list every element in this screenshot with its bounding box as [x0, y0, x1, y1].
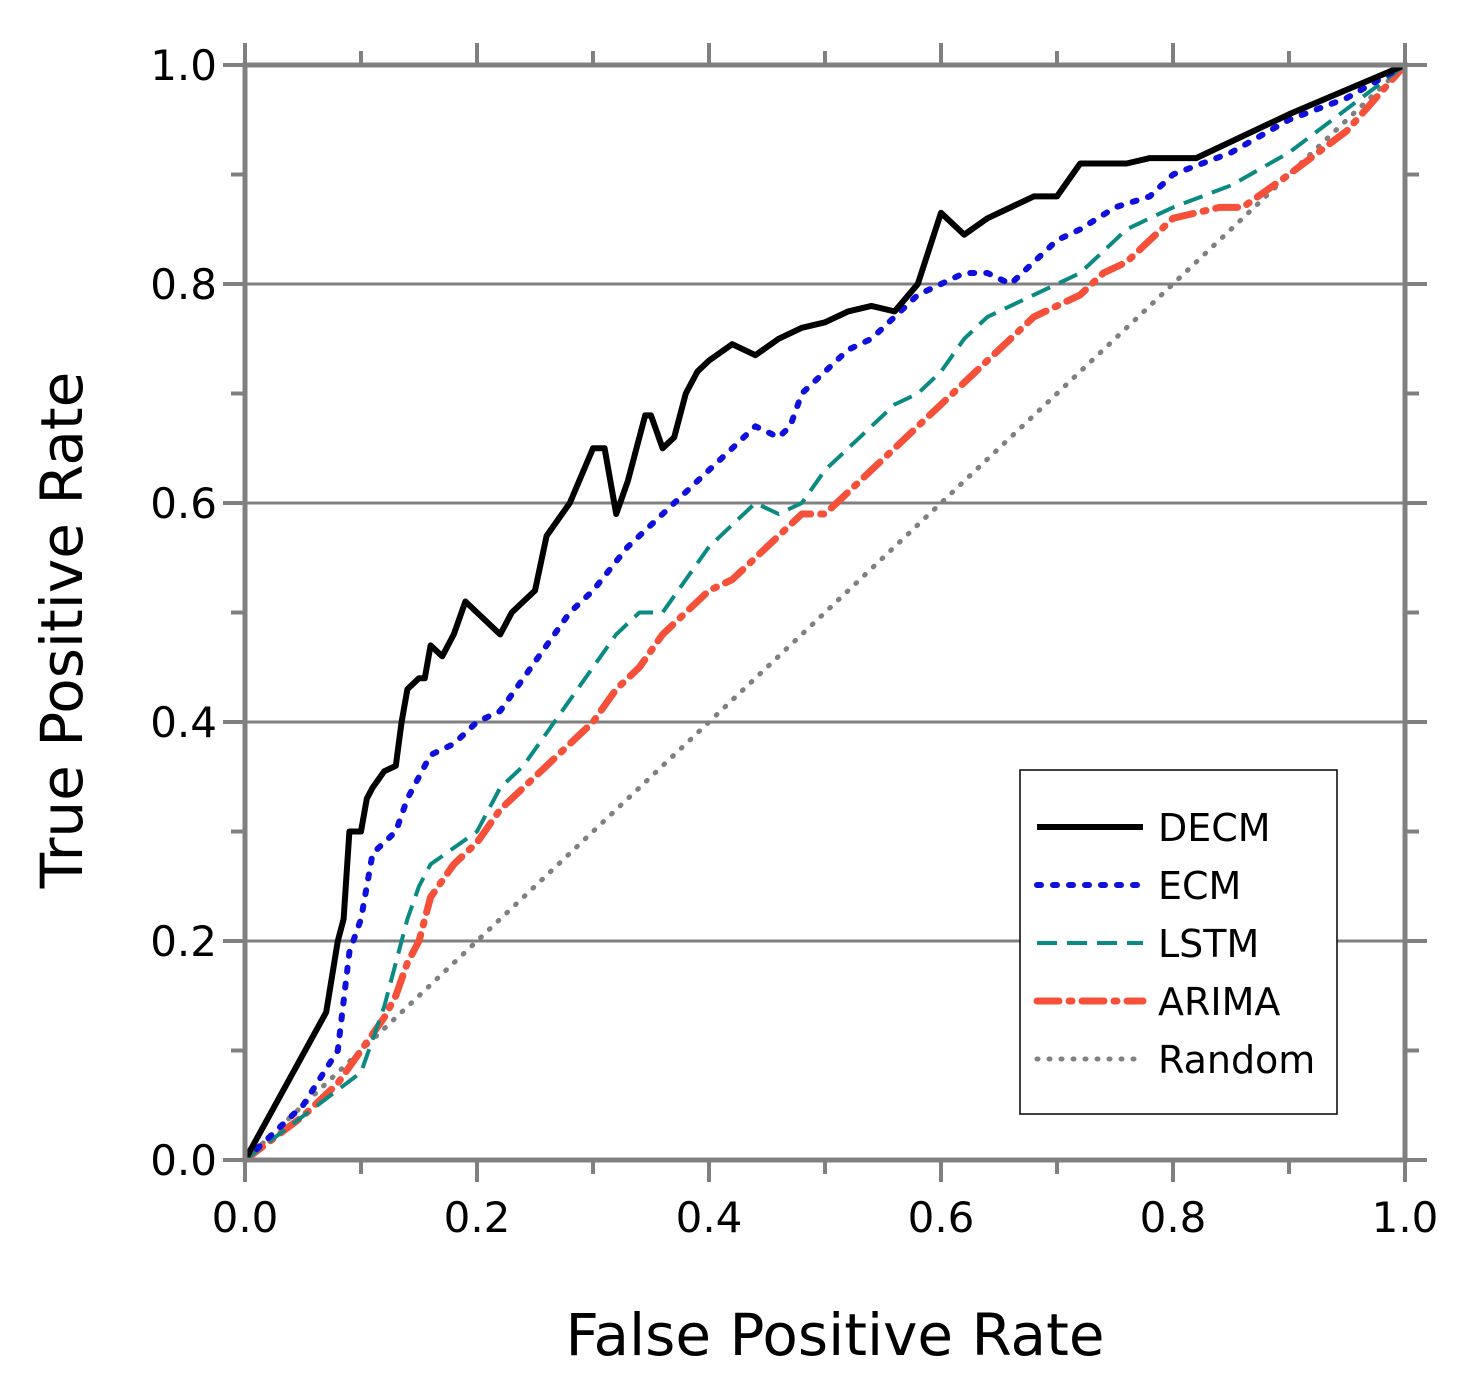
x-tick-label-0.2: 0.2: [444, 1193, 511, 1242]
legend-label-ecm: ECM: [1158, 864, 1241, 908]
legend: DECM ECM LSTM ARIMA Random: [1019, 769, 1338, 1115]
tick-labels: 0.0 0.2 0.4 0.6 0.8 1.0 0.0 0.2 0.4 0.6 0.8 1.0: [150, 41, 1438, 1242]
legend-label-arima: ARIMA: [1158, 980, 1280, 1024]
y-tick-label-1.0: 1.0: [150, 41, 217, 90]
y-tick-label-0.0: 0.0: [150, 1136, 217, 1185]
axis-ticks: [223, 43, 1427, 1182]
series-line-decm: [242, 62, 1407, 1162]
series-lines: [241, 61, 1409, 1164]
y-tick-label-0.8: 0.8: [150, 260, 217, 309]
x-axis-title: False Positive Rate: [565, 1301, 1104, 1369]
x-tick-label-0.8: 0.8: [1140, 1193, 1207, 1242]
x-tick-label-1.0: 1.0: [1372, 1193, 1439, 1242]
x-tick-label-0.6: 0.6: [908, 1193, 975, 1242]
y-tick-label-0.4: 0.4: [150, 698, 217, 747]
series-line-random: [242, 62, 1408, 1163]
x-tick-label-0.0: 0.0: [212, 1193, 279, 1242]
series-line-arima: [241, 61, 1409, 1164]
legend-label-decm: DECM: [1158, 806, 1271, 850]
y-axis-title: True Positive Rate: [28, 372, 96, 890]
x-tick-label-0.4: 0.4: [676, 1193, 743, 1242]
series-line-lstm: [243, 63, 1407, 1162]
y-tick-label-0.6: 0.6: [150, 479, 217, 528]
series-line-ecm: [242, 62, 1408, 1163]
y-tick-label-0.2: 0.2: [150, 917, 217, 966]
legend-label-random: Random: [1158, 1038, 1315, 1082]
legend-label-lstm: LSTM: [1158, 922, 1259, 966]
